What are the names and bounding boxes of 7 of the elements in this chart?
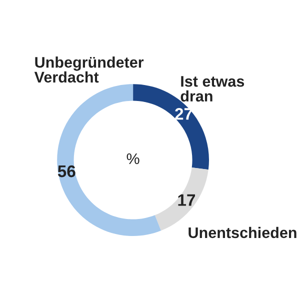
- donut-slice: [57, 84, 162, 236]
- text: %: [126, 153, 140, 164]
- data-label: 17: [178, 194, 196, 206]
- slice-label: Unbegründeter Verdacht: [34, 56, 144, 83]
- slice-label: Ist etwas dran: [180, 76, 244, 102]
- data-label: 56: [58, 165, 76, 178]
- slice-label: Unentschieden: [188, 226, 296, 238]
